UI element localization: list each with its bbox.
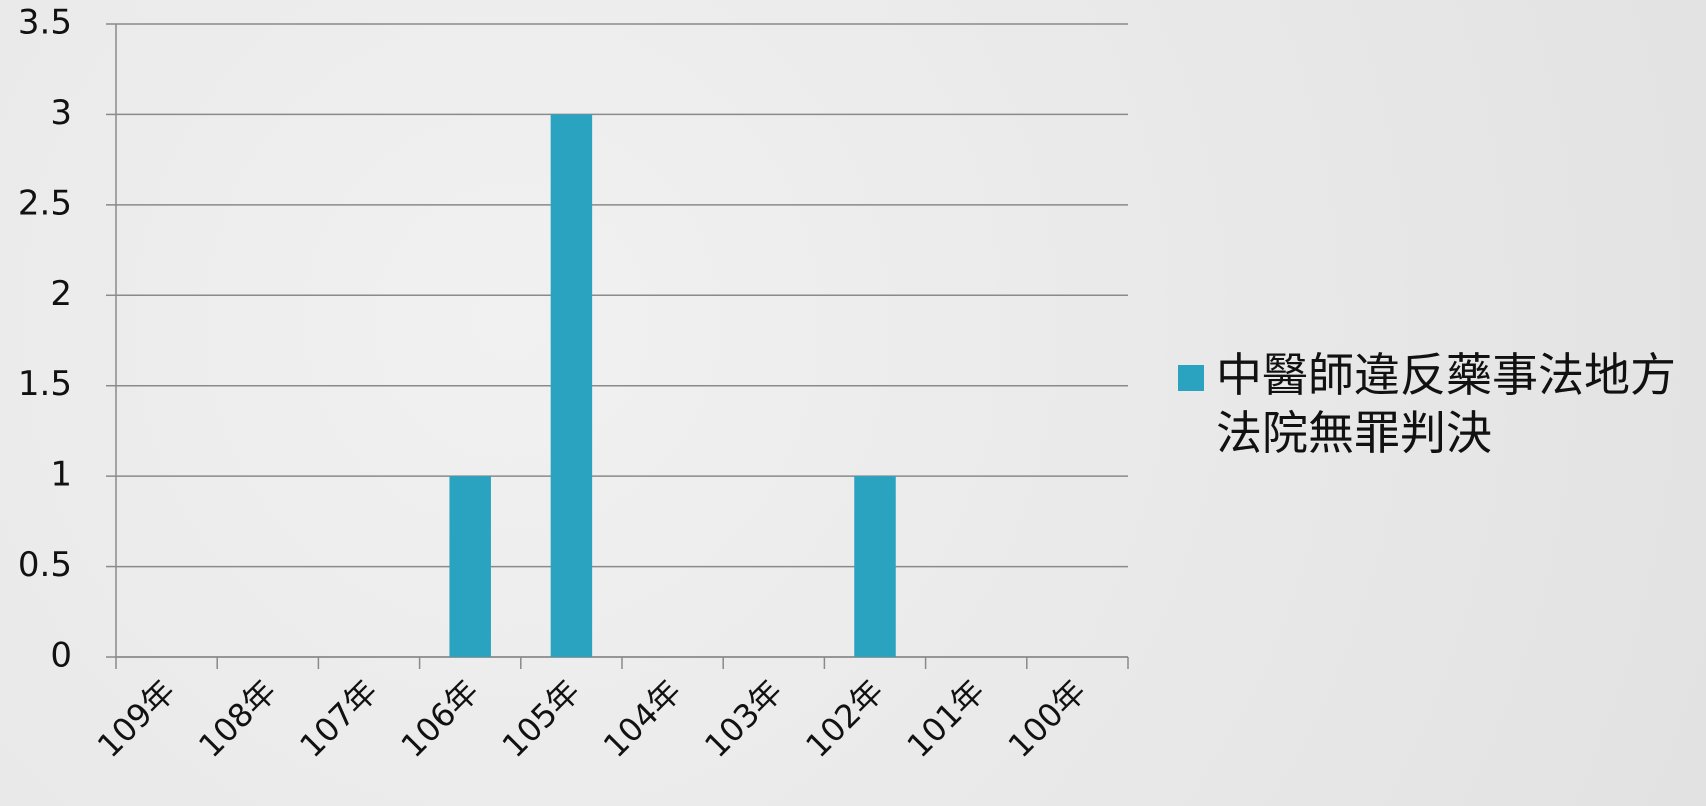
y-tick-label: 1 bbox=[50, 455, 72, 495]
x-tick-label: 108年 bbox=[191, 672, 284, 765]
y-tick-label: 0.5 bbox=[18, 545, 72, 585]
y-tick-label: 2.5 bbox=[18, 183, 72, 223]
legend-label: 中醫師違反藥事法地方法院無罪判決 bbox=[1216, 346, 1686, 462]
bar bbox=[854, 476, 895, 657]
legend: 中醫師違反藥事法地方法院無罪判決 bbox=[1178, 346, 1698, 462]
x-tick-label: 107年 bbox=[292, 672, 385, 765]
y-tick-label: 2 bbox=[50, 274, 72, 314]
x-tick-label: 105年 bbox=[495, 672, 588, 765]
x-tick-label: 106年 bbox=[394, 672, 487, 765]
x-tick-label: 103年 bbox=[697, 672, 790, 765]
y-tick-label: 3 bbox=[50, 93, 72, 133]
bar bbox=[449, 476, 490, 657]
y-tick-label: 3.5 bbox=[18, 3, 72, 43]
y-tick-label: 1.5 bbox=[18, 364, 72, 404]
page: 0 0.5 1 1.5 2 2.5 3 3.5 109年108年107年106年105年104年… bbox=[0, 0, 1706, 806]
x-tick-label: 101年 bbox=[900, 672, 993, 765]
y-tick-label: 0 bbox=[50, 636, 72, 676]
legend-swatch bbox=[1178, 365, 1204, 391]
bar bbox=[551, 114, 592, 657]
x-tick-label: 109年 bbox=[90, 672, 183, 765]
x-tick-label: 100年 bbox=[1001, 672, 1094, 765]
x-tick-label: 102年 bbox=[798, 672, 891, 765]
x-tick-label: 104年 bbox=[596, 672, 689, 765]
